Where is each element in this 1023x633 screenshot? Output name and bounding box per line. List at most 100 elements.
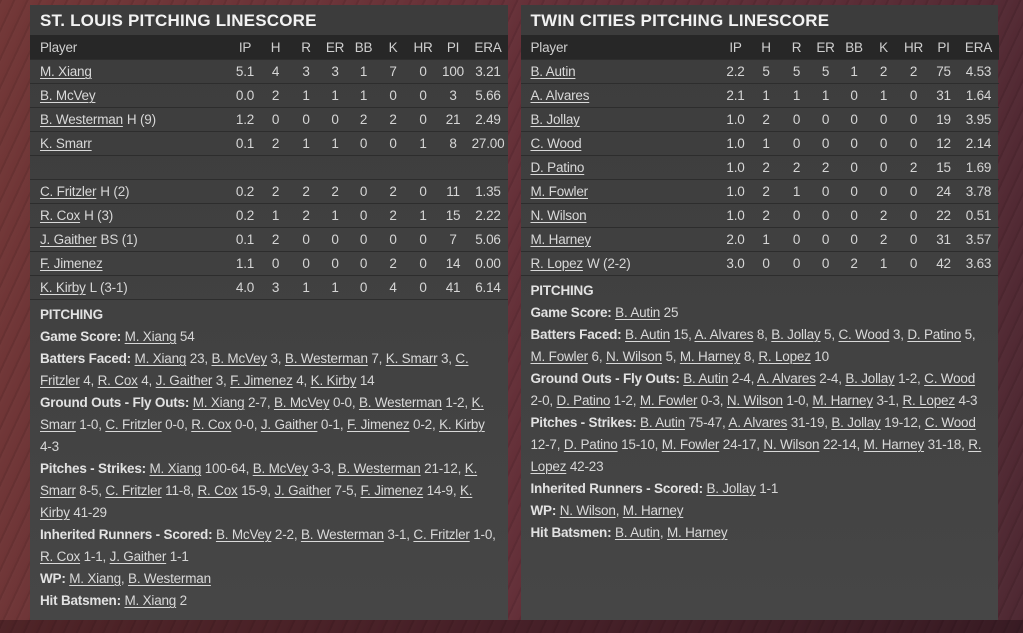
player-link[interactable]: B. McVey [40, 88, 96, 103]
player-link[interactable]: B. Westerman [300, 527, 384, 542]
player-link[interactable]: N. Wilson [530, 208, 587, 223]
pitcher-row: M. Harney 2.0 1 0 0 0 2 0 31 3.57 [520, 227, 999, 252]
player-link[interactable]: N. Wilson [726, 393, 783, 408]
player-link[interactable]: B. Autin [614, 525, 660, 540]
player-link[interactable]: M. Harney [812, 393, 873, 408]
player-link[interactable]: F. Jimenez [346, 417, 410, 432]
player-link[interactable]: K. Kirby [40, 280, 86, 295]
stat-cell: 1 [291, 83, 321, 108]
player-link[interactable]: B. Jollay [845, 371, 895, 386]
player-link[interactable]: R. Cox [197, 483, 238, 498]
player-link[interactable]: C. Fritzler [105, 483, 162, 498]
stat-cell: 0 [898, 179, 929, 204]
stat-value: 8-5, [75, 483, 106, 498]
player-link[interactable]: B. Autin [615, 305, 661, 320]
stat-cell: 1.64 [958, 83, 999, 108]
player-link[interactable]: A. Alvares [530, 88, 590, 103]
player-link[interactable]: D. Patino [907, 327, 962, 342]
player-link[interactable]: B. Westerman [128, 571, 211, 586]
table-body: M. Xiang 5.1 4 3 3 1 7 0 100 3.21 B. McVey 0.0 2 1 1 1 0… [30, 59, 508, 299]
player-link[interactable]: R. Cox [97, 373, 138, 388]
player-link[interactable]: B. Jollay [530, 112, 580, 127]
stat-cell: 2 [291, 203, 321, 228]
player-link[interactable]: K. Smarr [385, 351, 438, 366]
player-link[interactable]: R. Lopez [758, 349, 811, 364]
player-link[interactable]: M. Harney [530, 232, 592, 247]
player-link[interactable]: C. Wood [530, 136, 582, 151]
player-link[interactable]: F. Jimenez [360, 483, 424, 498]
stat-cell: 0 [839, 107, 869, 132]
player-link[interactable]: K. Kirby [40, 483, 473, 520]
player-link[interactable]: C. Fritzler [40, 351, 469, 388]
player-link[interactable]: A. Alvares [756, 371, 816, 386]
player-link[interactable]: B. McVey [273, 395, 330, 410]
player-link[interactable]: M. Xiang [69, 571, 121, 586]
stat-cell: 3.0 [720, 251, 751, 275]
player-link[interactable]: B. Autin [640, 415, 685, 430]
player-link[interactable]: R. Lopez [902, 393, 955, 408]
player-link[interactable]: D. Patino [556, 393, 611, 408]
player-link[interactable]: M. Xiang [124, 593, 177, 608]
player-link[interactable]: B. Autin [625, 327, 670, 342]
player-link[interactable]: B. Autin [683, 371, 729, 386]
player-link[interactable]: B. Westerman [284, 351, 368, 366]
player-link[interactable]: C. Fritzler [413, 527, 470, 542]
player-link[interactable]: M. Xiang [124, 329, 177, 344]
player-link[interactable]: K. Smarr [40, 461, 478, 498]
player-link[interactable]: M. Xiang [134, 351, 187, 366]
player-link[interactable]: J. Gaither [109, 549, 167, 564]
player-link[interactable]: B. Westerman [358, 395, 442, 410]
player-link[interactable]: B. Westerman [337, 461, 421, 476]
player-link[interactable]: R. Lopez [530, 256, 584, 271]
player-link[interactable]: F. Jimenez [40, 256, 103, 271]
player-link[interactable]: B. McVey [211, 351, 268, 366]
player-link[interactable]: K. Smarr [40, 395, 484, 432]
player-link[interactable]: K. Smarr [40, 136, 92, 151]
player-link[interactable]: M. Harney [666, 525, 728, 540]
player-link[interactable]: M. Harney [679, 349, 741, 364]
player-link[interactable]: K. Kirby [439, 417, 485, 432]
player-link[interactable]: M. Harney [863, 437, 925, 452]
player-link[interactable]: R. Cox [40, 208, 81, 223]
player-link[interactable]: M. Xiang [149, 461, 202, 476]
player-link[interactable]: M. Xiang [40, 64, 92, 79]
player-link[interactable]: B. McVey [252, 461, 309, 476]
player-link[interactable]: M. Fowler [530, 184, 589, 199]
player-link[interactable]: A. Alvares [694, 327, 754, 342]
player-link[interactable]: R. Cox [40, 549, 81, 564]
player-link[interactable]: M. Harney [622, 503, 684, 518]
player-link[interactable]: C. Wood [838, 327, 890, 342]
player-link[interactable]: R. Cox [191, 417, 232, 432]
player-link[interactable]: D. Patino [563, 437, 618, 452]
player-link[interactable]: N. Wilson [559, 503, 616, 518]
player-link[interactable]: M. Fowler [661, 437, 720, 452]
player-link[interactable]: D. Patino [530, 160, 585, 175]
player-link[interactable]: B. Autin [530, 64, 576, 79]
player-link[interactable]: M. Fowler [530, 349, 589, 364]
player-link[interactable]: C. Fritzler [105, 417, 162, 432]
player-link[interactable]: M. Fowler [639, 393, 698, 408]
player-link[interactable]: C. Fritzler [40, 184, 97, 199]
player-link[interactable]: F. Jimenez [230, 373, 293, 388]
column-header-era: ERA [468, 35, 508, 60]
player-link[interactable]: J. Gaither [274, 483, 331, 498]
stat-cell: 2.14 [958, 131, 999, 156]
player-link[interactable]: N. Wilson [763, 437, 820, 452]
stat-cell: 5.1 [230, 59, 260, 84]
player-link[interactable]: N. Wilson [605, 349, 662, 364]
player-link[interactable]: B. Jollay [831, 415, 881, 430]
player-link[interactable]: R. Lopez [530, 437, 982, 474]
player-link[interactable]: B. Westerman [40, 112, 123, 127]
player-link[interactable]: B. McVey [215, 527, 272, 542]
player-link[interactable]: K. Kirby [310, 373, 357, 388]
stat-cell: 0 [898, 227, 929, 252]
player-link[interactable]: B. Jollay [706, 481, 756, 496]
player-link[interactable]: M. Xiang [192, 395, 245, 410]
player-link[interactable]: C. Wood [924, 415, 976, 430]
player-link[interactable]: J. Gaither [260, 417, 318, 432]
player-link[interactable]: J. Gaither [40, 232, 97, 247]
player-link[interactable]: J. Gaither [155, 373, 213, 388]
player-link[interactable]: A. Alvares [728, 415, 788, 430]
player-link[interactable]: C. Wood [924, 371, 976, 386]
player-link[interactable]: B. Jollay [771, 327, 821, 342]
